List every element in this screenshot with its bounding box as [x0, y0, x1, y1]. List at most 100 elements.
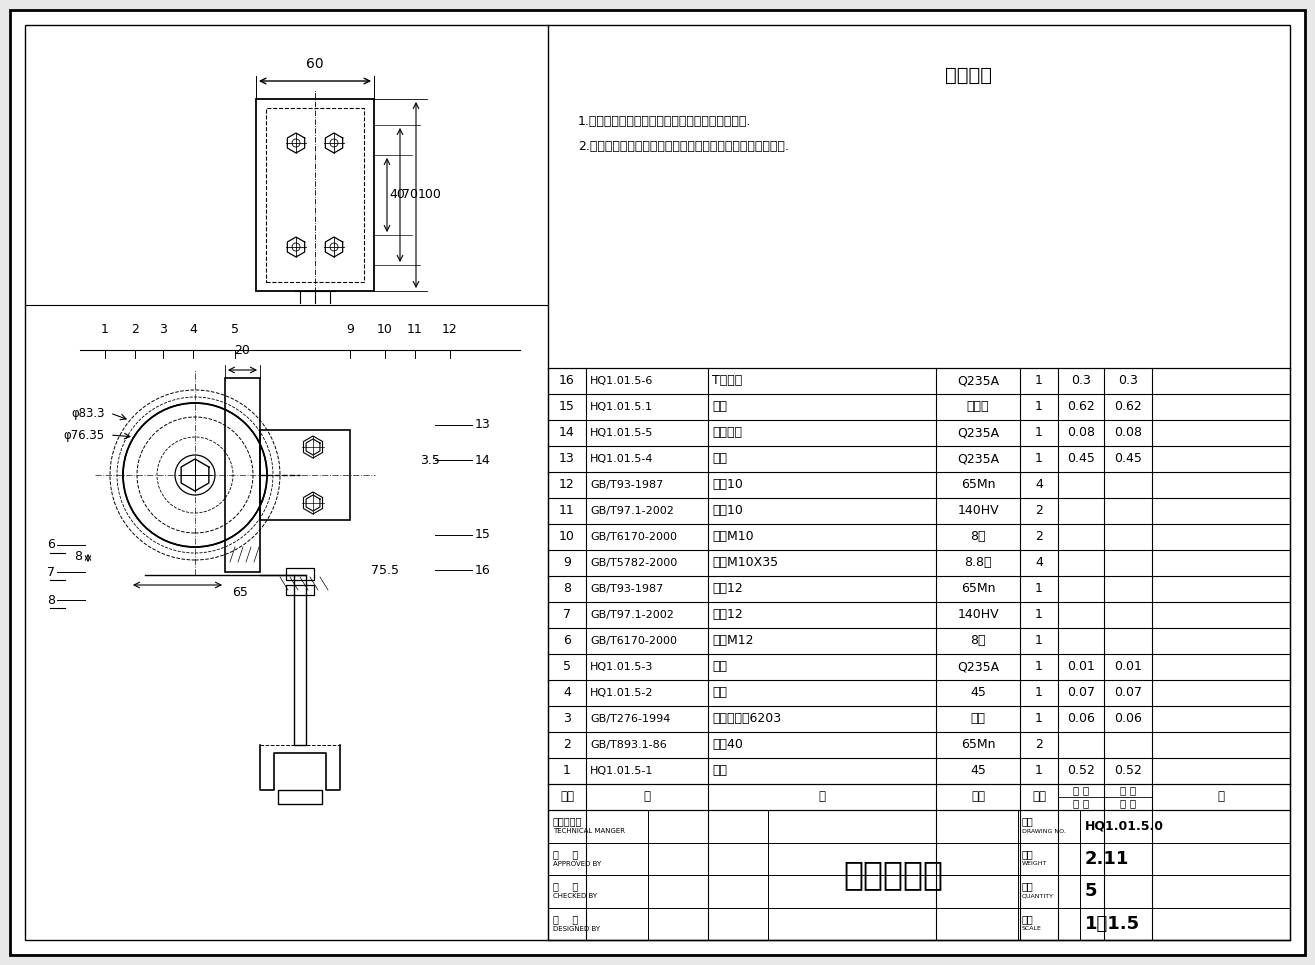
Text: 0.01: 0.01	[1114, 660, 1141, 674]
Text: 15: 15	[559, 400, 575, 413]
Text: GB/T6170-2000: GB/T6170-2000	[590, 532, 677, 542]
Text: 4: 4	[1035, 557, 1043, 569]
Text: 1: 1	[1035, 764, 1043, 778]
Bar	[295, 575, 306, 745]
Text: SCALE: SCALE	[1022, 926, 1041, 931]
Text: 10: 10	[559, 531, 575, 543]
Text: 1: 1	[1035, 635, 1043, 648]
Text: 3: 3	[159, 323, 167, 336]
Text: GB/T93-1987: GB/T93-1987	[590, 480, 663, 490]
Text: 8: 8	[563, 583, 571, 595]
Text: 0.3: 0.3	[1118, 374, 1137, 388]
Text: 65Mn: 65Mn	[961, 479, 995, 491]
Text: 合 计: 合 计	[1120, 786, 1136, 795]
Text: 140HV: 140HV	[957, 505, 999, 517]
Text: 深沟球轴承6203: 深沟球轴承6203	[711, 712, 781, 726]
Text: 5: 5	[563, 660, 571, 674]
Text: 1：1.5: 1：1.5	[1085, 915, 1140, 933]
Text: 材料: 材料	[970, 790, 985, 804]
Text: 16: 16	[475, 564, 490, 576]
Text: 支架: 支架	[711, 400, 727, 413]
Text: 校    对: 校 对	[554, 881, 579, 892]
Bar	[277, 790, 322, 804]
Text: 45: 45	[970, 764, 986, 778]
Text: 1: 1	[1035, 660, 1043, 674]
Text: 数量: 数量	[1032, 790, 1045, 804]
Text: 设    计: 设 计	[554, 914, 579, 924]
Text: 调整垫片: 调整垫片	[711, 427, 742, 439]
Text: GB/T97.1-2002: GB/T97.1-2002	[590, 506, 673, 516]
Text: APPROVED BY: APPROVED BY	[554, 861, 601, 867]
Text: GB/T276-1994: GB/T276-1994	[590, 714, 671, 724]
Text: 6: 6	[563, 635, 571, 648]
Text: 8级: 8级	[970, 531, 986, 543]
Text: 9: 9	[563, 557, 571, 569]
Text: 0.08: 0.08	[1114, 427, 1141, 439]
Text: 2: 2	[1035, 505, 1043, 517]
Text: 70: 70	[402, 188, 418, 202]
Text: 1: 1	[1035, 374, 1043, 388]
Text: HQ1.01.5-5: HQ1.01.5-5	[590, 428, 654, 438]
Text: 垫圈12: 垫圈12	[711, 583, 743, 595]
Text: 2.适当调整调整垫片的个数或厚度保证链轮中心在链条中线上.: 2.适当调整调整垫片的个数或厚度保证链轮中心在链条中线上.	[579, 140, 789, 153]
Text: 4: 4	[189, 323, 197, 336]
Text: 名: 名	[818, 790, 826, 804]
Text: 审    核: 审 核	[554, 849, 579, 859]
Text: 100: 100	[418, 188, 442, 202]
Text: 14: 14	[559, 427, 575, 439]
Text: 9: 9	[346, 323, 354, 336]
Text: 焊接件: 焊接件	[967, 400, 989, 413]
Text: WEIGHT: WEIGHT	[1022, 861, 1047, 867]
Text: 10: 10	[377, 323, 393, 336]
Text: 5: 5	[1085, 882, 1098, 900]
Text: HQ1.01.5-3: HQ1.01.5-3	[590, 662, 654, 672]
Text: 6: 6	[47, 538, 55, 552]
Text: 0.52: 0.52	[1066, 764, 1095, 778]
Bar	[285, 585, 314, 595]
Text: 重 量: 重 量	[1073, 798, 1089, 809]
Text: 12: 12	[559, 479, 575, 491]
Text: 0.45: 0.45	[1114, 453, 1141, 465]
Text: 60: 60	[306, 57, 323, 71]
Text: HQ1.01.5-2: HQ1.01.5-2	[590, 688, 654, 698]
Text: 65Mn: 65Mn	[961, 583, 995, 595]
Text: 圆套: 圆套	[711, 660, 727, 674]
Text: 2: 2	[1035, 738, 1043, 752]
Text: 备: 备	[1218, 790, 1224, 804]
Text: GB/T893.1-86: GB/T893.1-86	[590, 740, 667, 750]
Text: GB/T6170-2000: GB/T6170-2000	[590, 636, 677, 646]
Text: 45: 45	[970, 686, 986, 700]
Text: HQ1.01.5.1: HQ1.01.5.1	[590, 402, 654, 412]
Text: 1.安装时根据链条中心所在位置确定链轮安装方向.: 1.安装时根据链条中心所在位置确定链轮安装方向.	[579, 115, 751, 128]
Text: 8.8级: 8.8级	[964, 557, 992, 569]
Text: 4: 4	[1035, 479, 1043, 491]
Text: HQ1.01.5-1: HQ1.01.5-1	[590, 766, 654, 776]
Text: 0.62: 0.62	[1068, 400, 1095, 413]
Text: 140HV: 140HV	[957, 609, 999, 621]
Text: 钢板: 钢板	[711, 453, 727, 465]
Text: Q235A: Q235A	[957, 374, 999, 388]
Text: 挡圈40: 挡圈40	[711, 738, 743, 752]
Text: GB/T97.1-2002: GB/T97.1-2002	[590, 610, 673, 620]
Text: 销轴: 销轴	[711, 686, 727, 700]
Text: 16: 16	[559, 374, 575, 388]
Text: 14: 14	[475, 454, 490, 466]
Text: 65: 65	[231, 587, 249, 599]
Text: 12: 12	[442, 323, 458, 336]
Text: 1: 1	[1035, 686, 1043, 700]
Text: HQ1.01.5-6: HQ1.01.5-6	[590, 376, 654, 386]
Text: 数量: 数量	[1022, 881, 1034, 892]
Text: 13: 13	[475, 419, 490, 431]
Text: 5: 5	[231, 323, 239, 336]
Text: 0.45: 0.45	[1066, 453, 1095, 465]
Text: 链轮: 链轮	[711, 764, 727, 778]
Text: 序号: 序号	[560, 790, 575, 804]
Text: 15: 15	[475, 529, 490, 541]
Bar	[266, 108, 364, 282]
Text: 3.5: 3.5	[419, 454, 441, 466]
Text: 0.01: 0.01	[1066, 660, 1095, 674]
Text: 0.3: 0.3	[1070, 374, 1091, 388]
Text: 螺母M12: 螺母M12	[711, 635, 753, 648]
Text: 1: 1	[1035, 453, 1043, 465]
Text: QUANTITY: QUANTITY	[1022, 894, 1055, 898]
